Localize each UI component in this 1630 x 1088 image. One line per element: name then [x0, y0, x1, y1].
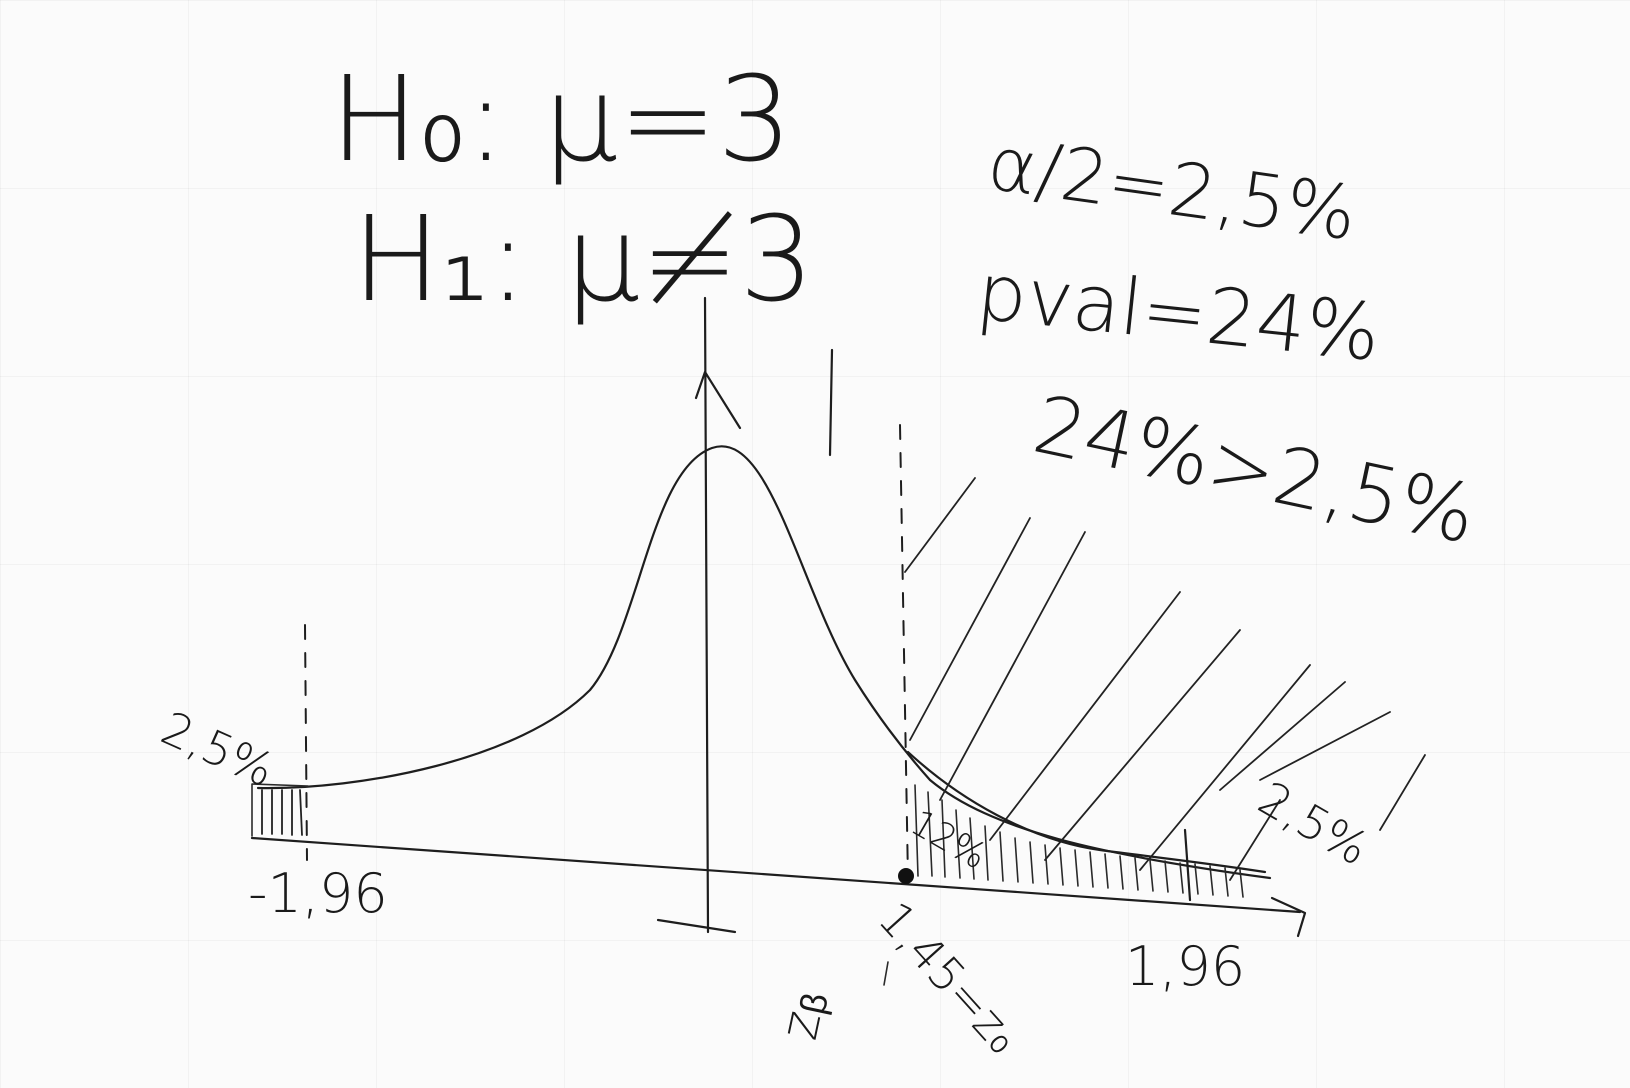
- test-stat-line: [899, 424, 909, 881]
- right-tail-dense-hatching: [906, 750, 1267, 902]
- h1-text: H₁: μ≠3: [352, 190, 814, 328]
- pvalue-region-hatching: [904, 477, 1426, 881]
- left-tail-shading: [251, 783, 309, 837]
- left-tail-pct-label: 2,5%: [154, 701, 283, 798]
- y-axis: [656, 296, 834, 934]
- h0-text: H₀: μ=3: [330, 50, 792, 188]
- density-curve: [256, 445, 1272, 880]
- z-label: zᵦ: [769, 986, 838, 1045]
- x-axis: [250, 836, 1307, 938]
- test-stat-label: 1,45=z₀: [868, 891, 1031, 1064]
- right-tail-pct-label: 2,5%: [1250, 771, 1378, 876]
- test-stat-tick: [883, 961, 889, 986]
- test-stat-point: [898, 868, 914, 884]
- left-critical-line: [304, 624, 308, 861]
- right-critical-label: 1,96: [1125, 935, 1245, 998]
- comparison-note: 24%>2,5%: [1026, 378, 1484, 562]
- pval-note: pval=24%: [973, 247, 1384, 379]
- left-critical-label: -1,96: [248, 862, 388, 925]
- alpha-note: α/2=2,5%: [982, 121, 1361, 258]
